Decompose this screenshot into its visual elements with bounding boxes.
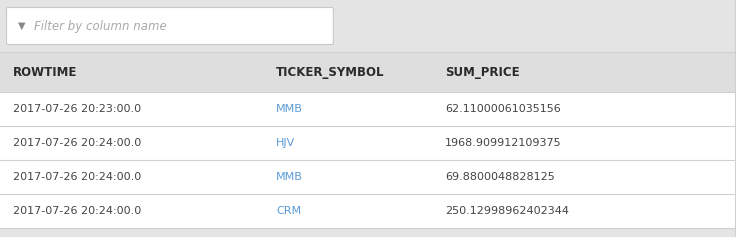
Text: SUM_PRICE: SUM_PRICE bbox=[445, 65, 520, 78]
Text: Filter by column name: Filter by column name bbox=[34, 19, 167, 32]
FancyBboxPatch shape bbox=[7, 8, 333, 45]
Text: ▼: ▼ bbox=[18, 21, 26, 31]
Text: 1968.909912109375: 1968.909912109375 bbox=[445, 138, 562, 148]
Text: 62.11000061035156: 62.11000061035156 bbox=[445, 104, 561, 114]
Bar bbox=[0, 0, 736, 52]
Bar bbox=[0, 160, 736, 194]
Text: 2017-07-26 20:24:00.0: 2017-07-26 20:24:00.0 bbox=[13, 172, 141, 182]
Text: HJV: HJV bbox=[276, 138, 295, 148]
Text: MMB: MMB bbox=[276, 172, 303, 182]
Bar bbox=[0, 126, 736, 160]
Bar bbox=[0, 52, 736, 92]
Bar bbox=[0, 92, 736, 126]
Text: CRM: CRM bbox=[276, 206, 301, 216]
Text: MMB: MMB bbox=[276, 104, 303, 114]
Text: 2017-07-26 20:24:00.0: 2017-07-26 20:24:00.0 bbox=[13, 206, 141, 216]
Text: ROWTIME: ROWTIME bbox=[13, 65, 77, 78]
Text: 2017-07-26 20:23:00.0: 2017-07-26 20:23:00.0 bbox=[13, 104, 141, 114]
Text: 69.8800048828125: 69.8800048828125 bbox=[445, 172, 555, 182]
Text: 250.12998962402344: 250.12998962402344 bbox=[445, 206, 569, 216]
Text: TICKER_SYMBOL: TICKER_SYMBOL bbox=[276, 65, 384, 78]
Bar bbox=[0, 194, 736, 228]
Text: 2017-07-26 20:24:00.0: 2017-07-26 20:24:00.0 bbox=[13, 138, 141, 148]
